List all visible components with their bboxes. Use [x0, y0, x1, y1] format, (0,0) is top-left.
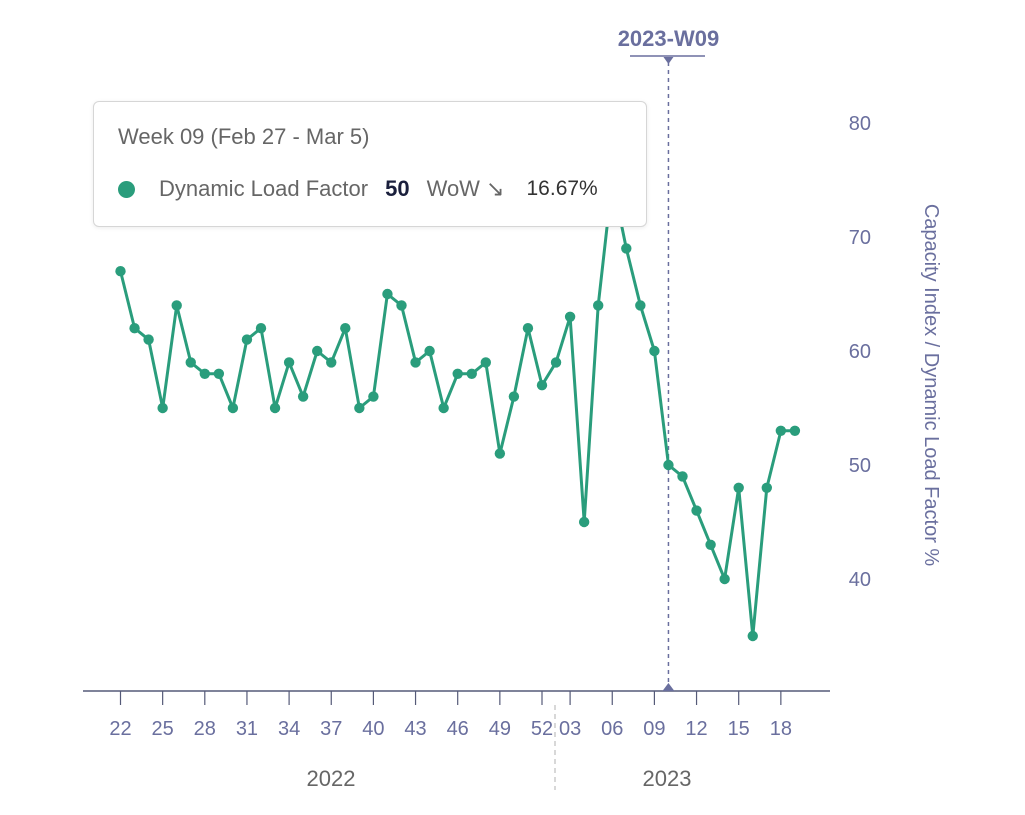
tooltip-row: Dynamic Load Factor 50 WoW ↘ 16.67% [118, 176, 598, 202]
data-point [789, 425, 801, 436]
y-axis-ticks: 40 50 60 70 80 [849, 113, 871, 591]
data-point [213, 368, 225, 379]
x-tick-label: 06 [601, 718, 623, 740]
crosshair-bottom-marker [662, 683, 675, 691]
data-point [354, 402, 365, 414]
data-point [719, 573, 730, 585]
tooltip: Week 09 (Feb 27 - Mar 5) Dynamic Load Fa… [93, 101, 647, 227]
data-point [494, 448, 506, 459]
crosshair-top-marker [663, 57, 674, 64]
data-point [733, 482, 744, 493]
data-point [227, 402, 239, 414]
y-axis-title: Capacity Index / Dynamic Load Factor % [920, 204, 942, 567]
data-point [340, 323, 351, 334]
series-dynamic-load-factor [115, 174, 801, 642]
data-point [705, 539, 716, 550]
data-point [691, 505, 702, 516]
x-axis-ticks: 22 25 28 31 34 37 40 43 46 49 52 03 06 09 12 15 18 [109, 691, 792, 740]
tooltip-series-name: Dynamic Load Factor [159, 176, 369, 201]
x-tick-label: 28 [194, 718, 216, 740]
data-point [326, 357, 337, 368]
data-point [621, 243, 632, 254]
data-point [255, 323, 267, 334]
x-tick-label: 22 [109, 718, 131, 740]
x-tick-label: 34 [278, 718, 300, 740]
data-point [480, 357, 491, 368]
data-point [129, 323, 140, 334]
data-point [775, 425, 787, 436]
data-point [564, 311, 576, 322]
data-point [508, 391, 520, 402]
x-tick-label: 31 [236, 718, 258, 740]
data-point [382, 288, 393, 300]
data-point [312, 345, 323, 357]
data-point [452, 368, 463, 379]
data-point [677, 471, 688, 482]
data-point [115, 266, 126, 277]
x-tick-label: 12 [685, 718, 707, 740]
year-label-2022: 2022 [307, 766, 356, 791]
series-dot-icon [118, 180, 135, 198]
x-tick-label: 25 [152, 718, 174, 740]
tooltip-wow-label: WoW ↘ [426, 176, 505, 201]
data-point [761, 482, 772, 493]
data-point [522, 323, 534, 334]
x-tick-label: 46 [447, 718, 469, 740]
data-point [466, 368, 477, 379]
y-tick-label: 50 [849, 455, 871, 477]
data-point [368, 391, 379, 402]
crosshair-label: 2023-W09 [618, 26, 720, 51]
data-point [536, 380, 548, 391]
x-tick-label: 37 [320, 718, 342, 740]
x-tick-label: 52 [531, 718, 553, 740]
data-point [578, 516, 590, 528]
data-point [171, 300, 182, 311]
y-tick-label: 70 [849, 227, 871, 249]
data-point [269, 402, 281, 414]
crosshair: 2023-W09 [618, 26, 720, 691]
x-tick-label: 40 [362, 718, 384, 740]
data-point [157, 402, 168, 414]
x-tick-label: 18 [770, 718, 792, 740]
data-point [635, 300, 646, 311]
data-point [410, 357, 421, 368]
x-tick-label: 09 [643, 718, 665, 740]
y-tick-label: 40 [849, 569, 871, 591]
year-label-2023: 2023 [643, 766, 692, 791]
data-point [424, 345, 435, 357]
data-point [143, 334, 154, 345]
data-point [241, 334, 253, 345]
data-point [283, 357, 295, 368]
tooltip-change: 16.67% [526, 177, 598, 200]
tooltip-title: Week 09 (Feb 27 - Mar 5) [118, 124, 370, 149]
data-point [396, 300, 407, 311]
y-tick-label: 80 [849, 113, 871, 135]
data-point [199, 368, 210, 379]
data-point [550, 357, 562, 368]
data-point [185, 357, 196, 368]
tooltip-value: 50 [385, 176, 410, 201]
data-point [747, 630, 758, 642]
data-point [297, 391, 309, 402]
x-tick-label: 49 [489, 718, 511, 740]
data-point [663, 459, 674, 471]
data-point [649, 345, 660, 357]
data-point [593, 300, 604, 311]
x-tick-label: 15 [728, 718, 750, 740]
series-line [119, 178, 797, 638]
data-point [438, 402, 449, 414]
y-tick-label: 60 [849, 341, 871, 363]
x-tick-label: 03 [559, 718, 581, 740]
x-tick-label: 43 [404, 718, 426, 740]
